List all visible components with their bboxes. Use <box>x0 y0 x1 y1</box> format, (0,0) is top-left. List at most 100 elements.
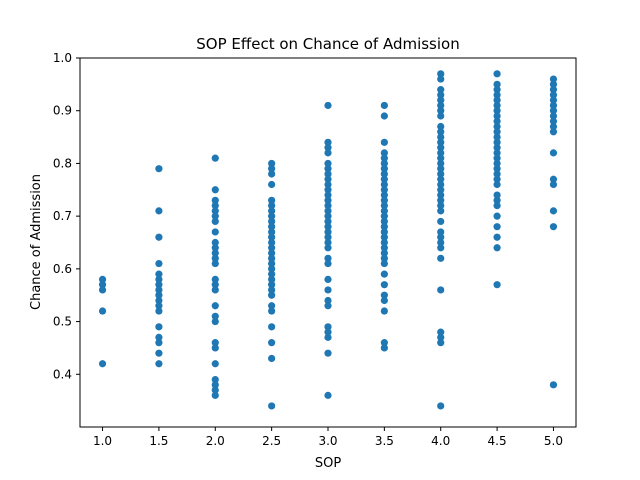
data-point <box>549 122 558 131</box>
data-point <box>98 360 107 368</box>
data-point <box>493 149 501 157</box>
data-point <box>324 275 332 283</box>
data-point <box>549 107 558 115</box>
y-tick-label: 0.8 <box>53 156 72 170</box>
data-point <box>155 302 163 310</box>
data-point <box>380 196 388 204</box>
data-point <box>437 228 445 236</box>
data-point <box>155 259 163 268</box>
data-point <box>268 354 276 363</box>
data-point <box>380 223 388 231</box>
x-tick-label: 1.0 <box>93 434 112 448</box>
data-point <box>549 86 558 94</box>
data-point <box>437 191 445 199</box>
data-point <box>380 217 388 226</box>
data-point <box>211 212 219 220</box>
data-point <box>380 281 388 289</box>
data-point <box>380 254 388 262</box>
data-point <box>324 180 332 189</box>
data-point <box>380 180 388 189</box>
data-point <box>380 138 388 146</box>
data-point <box>268 244 276 252</box>
data-point <box>268 259 276 268</box>
data-point <box>437 238 445 247</box>
data-point <box>437 128 445 136</box>
data-point <box>211 202 219 210</box>
data-point <box>437 207 445 215</box>
data-point <box>268 270 276 278</box>
data-point <box>380 344 388 352</box>
data-point <box>493 154 501 162</box>
data-point <box>211 196 219 204</box>
data-point <box>437 122 445 131</box>
data-point <box>380 175 388 183</box>
data-point <box>380 202 388 210</box>
data-point <box>211 244 219 252</box>
data-point <box>324 296 332 305</box>
data-point <box>324 212 332 220</box>
data-point <box>155 165 163 173</box>
data-point <box>211 275 219 283</box>
data-point <box>98 281 107 289</box>
x-axis-label: SOP <box>315 456 341 471</box>
plot-area <box>79 57 577 428</box>
y-tick-label: 0.7 <box>53 209 72 223</box>
data-point <box>437 244 445 252</box>
data-point <box>493 112 501 120</box>
y-tick-label: 1.0 <box>53 51 72 65</box>
data-point <box>268 228 276 236</box>
data-point <box>268 223 276 231</box>
data-point <box>155 233 163 241</box>
data-point <box>211 281 219 289</box>
data-point <box>437 202 445 210</box>
data-point <box>155 360 163 368</box>
data-point <box>380 207 388 215</box>
data-point <box>437 159 445 168</box>
x-tick-label: 4.5 <box>488 434 507 448</box>
data-point <box>155 307 163 315</box>
data-point <box>324 259 332 268</box>
data-point <box>211 238 219 247</box>
data-point <box>493 170 501 178</box>
data-point <box>380 149 388 157</box>
data-point <box>155 286 163 294</box>
data-point <box>211 254 219 262</box>
data-point <box>211 317 219 326</box>
data-point <box>155 275 163 283</box>
data-point <box>493 96 501 104</box>
data-point <box>380 228 388 236</box>
data-point <box>211 375 219 384</box>
data-point <box>155 207 163 215</box>
data-point <box>437 86 445 94</box>
data-point <box>437 107 445 115</box>
data-point <box>268 291 276 299</box>
data-point <box>211 339 219 347</box>
data-point <box>324 391 332 399</box>
data-point <box>493 107 501 115</box>
data-point <box>437 339 445 347</box>
data-point <box>380 191 388 199</box>
data-point <box>493 233 501 241</box>
data-point <box>268 286 276 294</box>
data-point <box>380 259 388 268</box>
data-point <box>493 223 501 231</box>
y-axis-label: Chance of Admission <box>29 174 44 310</box>
data-point <box>437 254 445 262</box>
data-point <box>324 170 332 178</box>
data-point <box>268 202 276 210</box>
data-point <box>437 180 445 189</box>
data-point <box>211 249 219 257</box>
data-point <box>380 165 388 173</box>
data-point <box>211 381 219 389</box>
data-point <box>493 80 501 88</box>
data-point <box>268 339 276 347</box>
data-point <box>549 128 558 136</box>
x-tick-label: 1.5 <box>149 434 168 448</box>
data-point <box>493 244 501 252</box>
data-point <box>268 196 276 204</box>
data-point <box>549 223 558 231</box>
data-point <box>268 233 276 241</box>
data-point <box>324 165 332 173</box>
data-point <box>324 159 332 168</box>
data-point <box>549 91 558 99</box>
